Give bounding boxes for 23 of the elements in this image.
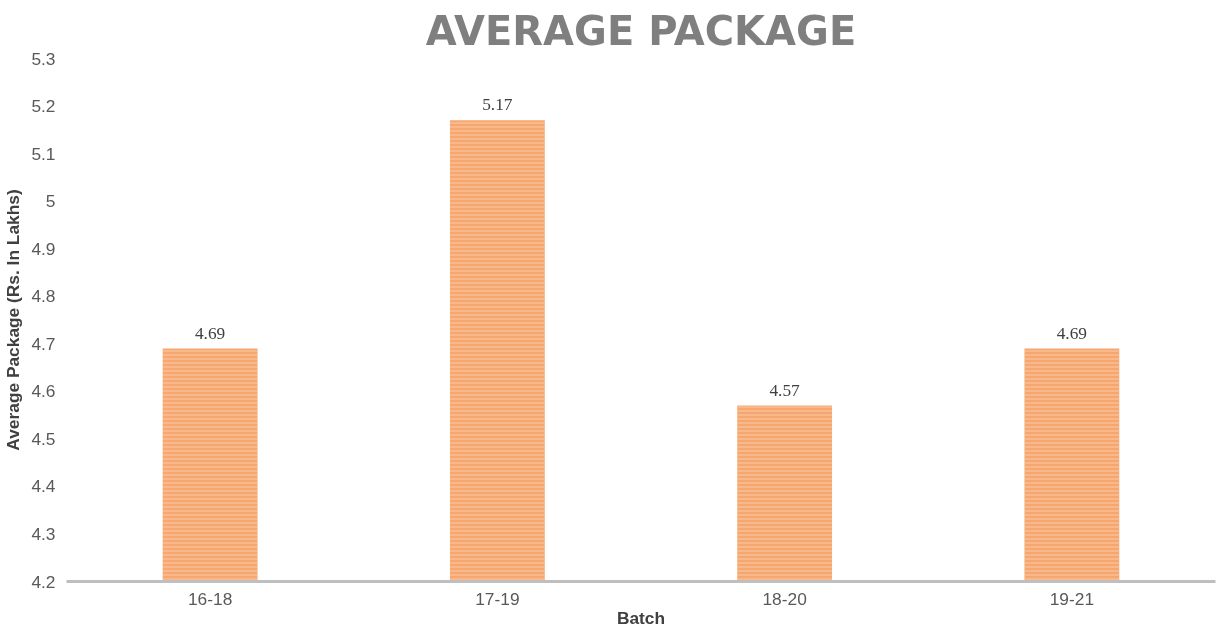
y-tick-label: 4.5	[31, 428, 56, 449]
x-tick-label: 18-20	[762, 588, 807, 609]
x-axis-title: Batch	[616, 607, 666, 628]
y-tick-label: 4.7	[31, 333, 56, 354]
data-label: 4.57	[769, 380, 801, 400]
y-tick-label: 5.3	[31, 48, 56, 69]
y-tick-label: 4.8	[31, 286, 56, 307]
y-tick-label: 4.9	[31, 238, 56, 259]
data-label: 4.69	[1056, 323, 1088, 343]
x-tick-label: 19-21	[1049, 588, 1095, 609]
x-tick-label: 17-19	[475, 588, 520, 609]
chart-title: AVERAGE PACKAGE	[425, 7, 857, 54]
y-tick-label: 4.3	[31, 523, 56, 544]
y-tick-label: 4.4	[31, 476, 56, 497]
y-axis-title: Average Package (Rs. In Lakhs)	[3, 189, 24, 451]
y-tick-label: 4.6	[31, 381, 56, 402]
y-tick-label: 5.2	[31, 96, 56, 117]
data-label: 4.69	[194, 323, 226, 343]
y-tick-label: 5.1	[31, 143, 56, 164]
y-tick-label: 4.2	[31, 571, 56, 592]
x-tick-label: 16-18	[187, 588, 233, 609]
y-tick-label: 5	[45, 191, 56, 212]
data-label: 5.17	[482, 95, 513, 115]
